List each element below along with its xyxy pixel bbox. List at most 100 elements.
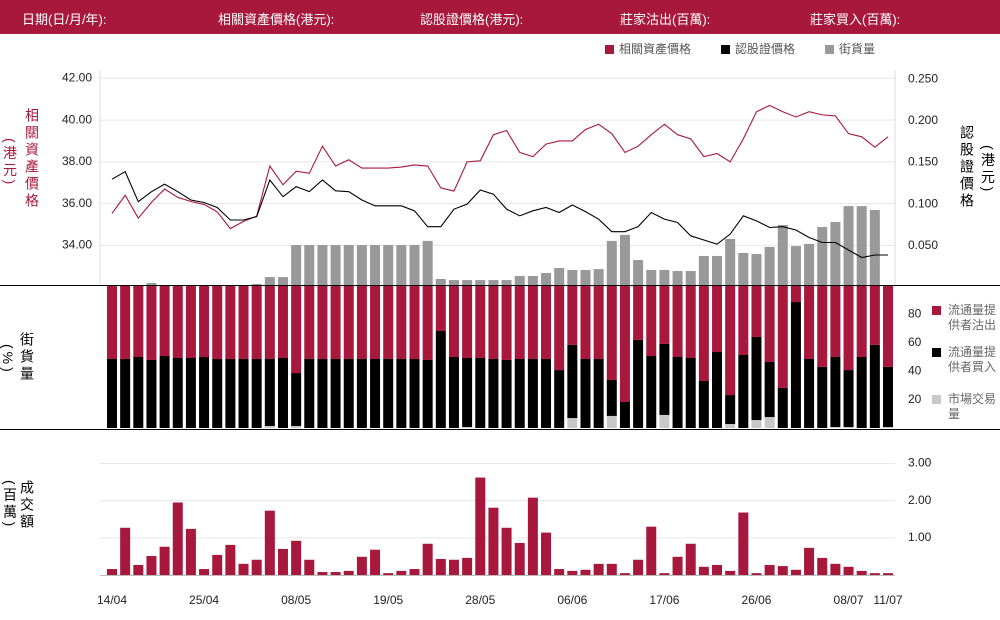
- turnover-bar: [593, 563, 604, 575]
- street-bar: [698, 255, 709, 285]
- share-bar: [856, 357, 867, 428]
- share-bar: [238, 358, 249, 428]
- share-bar: [777, 387, 788, 428]
- share-bar: [475, 357, 486, 428]
- share-bar: [356, 286, 367, 359]
- share-bar: [790, 302, 801, 428]
- share-bar: [159, 356, 170, 428]
- street-bar: [475, 280, 486, 285]
- share-bar: [212, 358, 223, 428]
- share-bar: [751, 336, 762, 421]
- turnover-bar: [843, 566, 854, 575]
- tick-label: 36.00: [62, 196, 92, 210]
- turnover-bar: [475, 477, 486, 575]
- share-bar: [541, 358, 552, 428]
- share-bar: [343, 358, 354, 428]
- street-bar: [738, 252, 749, 285]
- turnover-bar: [107, 569, 117, 575]
- share-bar: [396, 358, 407, 428]
- share-bar: [422, 359, 433, 428]
- street-bar: [843, 206, 854, 285]
- street-bar: [790, 246, 801, 285]
- turnover-bar: [212, 554, 223, 575]
- share-bar: [422, 286, 433, 360]
- share-bar: [883, 366, 893, 428]
- share-bar: [527, 286, 538, 359]
- share-bar: [133, 286, 144, 357]
- tick-label: 42.00: [62, 71, 92, 85]
- share-bar: [606, 415, 617, 428]
- axis-unit: (港元): [980, 145, 996, 195]
- street-bar: [541, 272, 552, 285]
- share-bar: [804, 358, 815, 428]
- share-bar: [291, 373, 302, 427]
- turnover-bar: [883, 573, 893, 575]
- x-tick-label: 19/05: [373, 593, 403, 607]
- legend-label: 流通量提供者沽出: [948, 303, 997, 332]
- turnover-bar: [238, 563, 249, 575]
- share-bar: [830, 286, 841, 357]
- share-bar: [633, 339, 644, 428]
- share-bar: [488, 286, 499, 359]
- share-bar: [475, 286, 486, 358]
- share-bar: [146, 286, 157, 360]
- turnover-bar: [869, 573, 880, 575]
- tick-label: 20: [908, 392, 922, 406]
- share-bar: [541, 286, 552, 359]
- turnover-bar: [488, 507, 499, 575]
- turnover-bar: [554, 569, 565, 575]
- street-bar: [370, 245, 381, 285]
- turnover-bar: [383, 573, 394, 575]
- share-bar: [277, 286, 288, 358]
- tick-label: 80: [908, 307, 922, 321]
- share-bar: [619, 286, 630, 403]
- share-bar: [212, 286, 223, 359]
- legend-swatch: [605, 45, 614, 54]
- street-bar: [448, 280, 459, 285]
- x-tick-label: 14/04: [97, 593, 127, 607]
- share-bar: [646, 286, 657, 357]
- share-bar: [330, 358, 341, 428]
- share-bar: [448, 286, 459, 357]
- street-bar: [567, 269, 578, 285]
- street-bar: [606, 240, 617, 285]
- share-bar: [869, 344, 880, 428]
- share-bar: [843, 427, 854, 428]
- street-bar: [317, 245, 328, 285]
- share-bar: [712, 352, 723, 428]
- x-tick-label: 28/05: [465, 593, 495, 607]
- share-bar: [514, 286, 525, 359]
- street-bar: [633, 260, 644, 285]
- header-field: 相關資產價格(港元):: [218, 12, 335, 27]
- share-bar: [725, 395, 736, 425]
- legend-label: 市場交易量: [948, 392, 997, 421]
- share-bar: [330, 286, 341, 359]
- share-bar: [159, 286, 170, 357]
- share-bar: [356, 358, 367, 428]
- share-bar: [633, 286, 644, 340]
- turnover-bar: [435, 559, 446, 575]
- turnover-bar: [633, 559, 644, 575]
- turnover-bar: [698, 566, 709, 575]
- legend-swatch: [932, 348, 941, 357]
- turnover-bar: [409, 569, 420, 575]
- share-bar: [790, 286, 801, 303]
- turnover-bar: [422, 543, 433, 575]
- turnover-bar: [514, 543, 525, 575]
- street-bar: [488, 280, 499, 285]
- share-bar: [264, 358, 275, 427]
- street-bar: [804, 243, 815, 285]
- turnover-bar: [317, 572, 328, 575]
- share-bar: [777, 286, 788, 388]
- header-field: 莊家買入(百萬):: [810, 12, 901, 27]
- price-line: [111, 104, 889, 230]
- share-bar: [685, 286, 696, 358]
- street-bar: [777, 225, 788, 285]
- turnover-bar: [777, 566, 788, 575]
- tick-label: 1.00: [908, 530, 932, 544]
- turnover-bar: [567, 570, 578, 575]
- tick-label: 34.00: [62, 238, 92, 252]
- share-bar: [725, 424, 736, 428]
- share-bar: [698, 286, 709, 381]
